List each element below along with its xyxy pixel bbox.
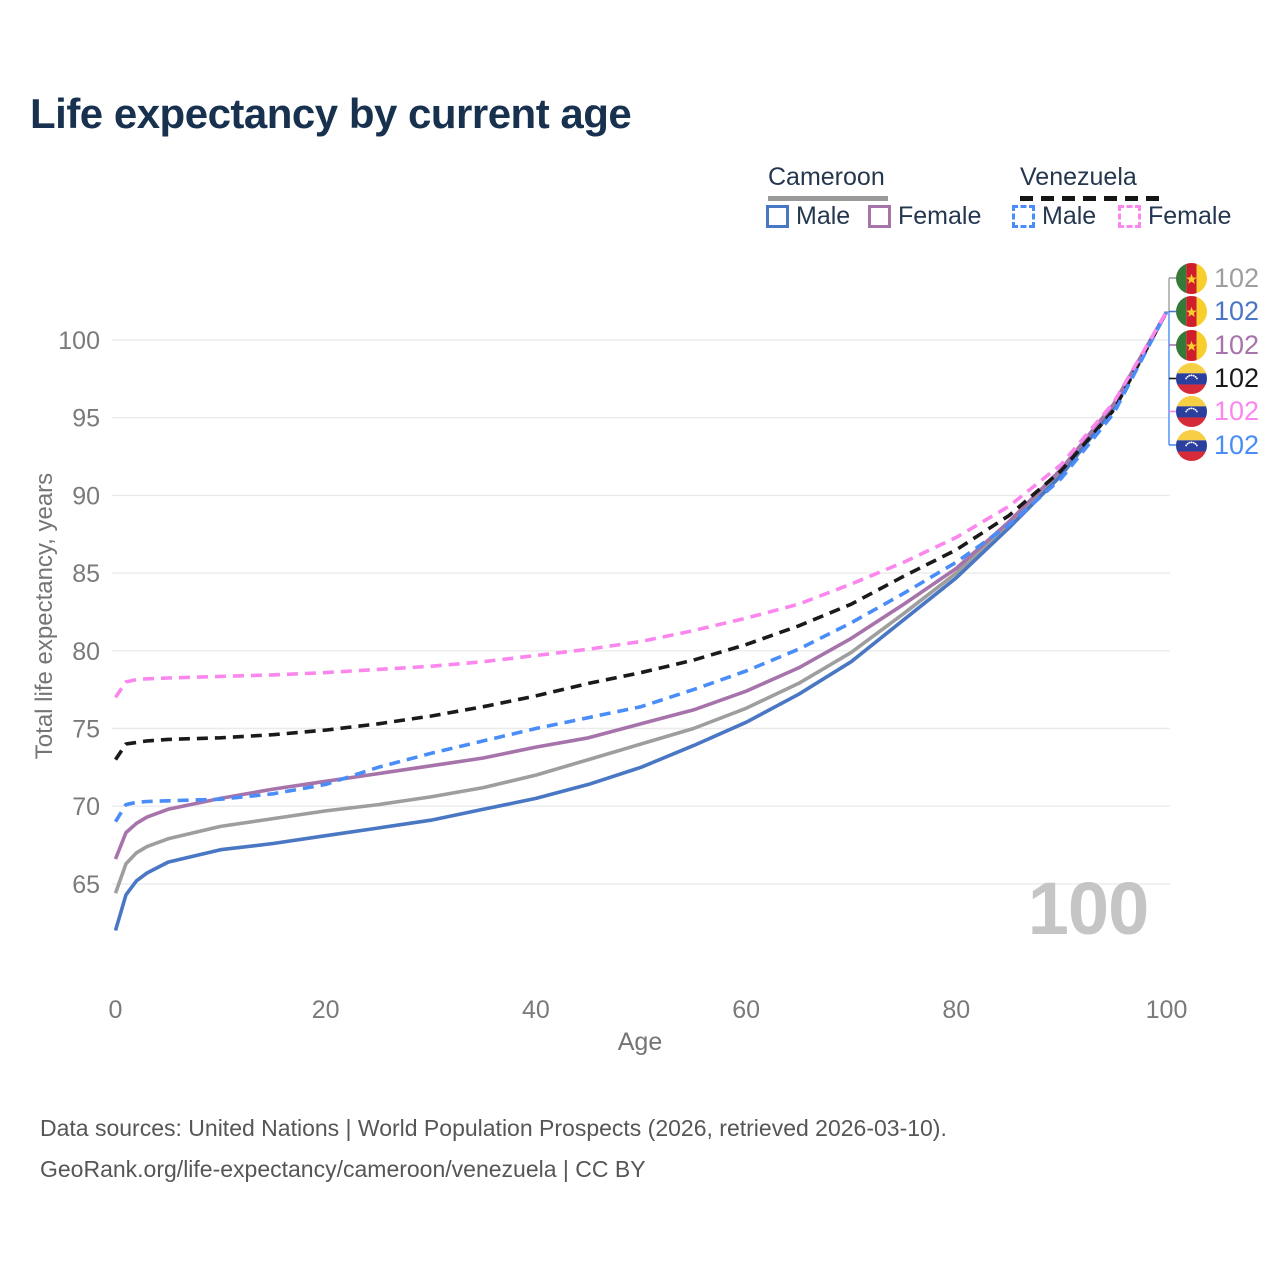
- venezuela-flag-icon: [1176, 396, 1207, 427]
- end-label-value: 102: [1214, 329, 1260, 360]
- legend-item-label: Female: [1148, 202, 1232, 230]
- y-tick-70: 70: [72, 793, 100, 821]
- footer-attribution: GeoRank.org/life-expectancy/cameroon/ven…: [40, 1156, 646, 1182]
- page-title: Life expectancy by current age: [30, 90, 632, 137]
- cameroon-flag-icon: [1176, 329, 1207, 361]
- legend-item-cameroon-female[interactable]: Female: [868, 202, 981, 231]
- footer-datasource: Data sources: United Nations | World Pop…: [40, 1115, 947, 1141]
- series-line-venezuela-male[interactable]: [113, 311, 1169, 823]
- end-label-venezuela-male[interactable]: 102: [1176, 429, 1259, 461]
- end-label-cameroon-female[interactable]: 102: [1176, 329, 1259, 361]
- venezuela-flag-icon: [1176, 429, 1207, 461]
- legend-group-venezuela: Venezuela: [1020, 163, 1137, 191]
- venezuela-female-swatch-icon: [1118, 205, 1141, 228]
- x-tick-40: 40: [522, 996, 550, 1024]
- legend-group-cameroon: Cameroon: [768, 163, 885, 191]
- series-line-cameroon-both[interactable]: [113, 311, 1169, 894]
- end-label-cameroon-both[interactable]: 102: [1176, 262, 1259, 294]
- x-tick-0: 0: [109, 996, 123, 1024]
- y-tick-65: 65: [72, 871, 100, 899]
- y-tick-75: 75: [72, 716, 100, 744]
- series-line-venezuela-both[interactable]: [114, 311, 1169, 761]
- end-label-value: 102: [1214, 262, 1260, 293]
- y-tick-90: 90: [72, 482, 100, 510]
- venezuela-male-swatch-icon: [1012, 205, 1035, 228]
- end-label-venezuela-both[interactable]: 102: [1176, 363, 1259, 395]
- venezuela-line-sample: [1020, 196, 1160, 201]
- legend-item-label: Male: [1042, 202, 1097, 230]
- end-label-cameroon-male[interactable]: 102: [1176, 296, 1259, 328]
- footer: Data sources: United Nations | World Pop…: [40, 1108, 947, 1190]
- cameroon-female-swatch-icon: [868, 205, 891, 228]
- end-label-value: 102: [1214, 429, 1260, 460]
- legend-item-venezuela-male[interactable]: Male: [1012, 202, 1096, 231]
- x-tick-60: 60: [732, 996, 760, 1024]
- cameroon-flag-icon: [1176, 262, 1207, 294]
- y-tick-85: 85: [72, 560, 100, 588]
- end-label-venezuela-female[interactable]: 102: [1176, 396, 1259, 428]
- legend-item-cameroon-male[interactable]: Male: [766, 202, 850, 231]
- y-tick-95: 95: [72, 405, 100, 433]
- x-tick-100: 100: [1146, 996, 1188, 1024]
- end-label-value: 102: [1214, 296, 1260, 326]
- series-line-cameroon-female[interactable]: [113, 311, 1169, 860]
- x-axis-title: Age: [617, 1028, 663, 1056]
- x-tick-80: 80: [942, 996, 970, 1024]
- cameroon-flag-icon: [1176, 296, 1207, 327]
- end-label-value: 102: [1214, 396, 1260, 426]
- legend-item-label: Female: [898, 202, 982, 230]
- legend-item-label: Male: [796, 202, 851, 230]
- hover-age-watermark: 100: [1027, 867, 1149, 950]
- x-tick-20: 20: [312, 996, 340, 1024]
- legend-item-venezuela-female[interactable]: Female: [1118, 202, 1231, 231]
- cameroon-male-swatch-icon: [766, 205, 789, 228]
- series-line-venezuela-female[interactable]: [114, 311, 1169, 699]
- y-tick-100: 100: [58, 327, 100, 355]
- cameroon-line-sample: [768, 196, 888, 201]
- venezuela-flag-icon: [1176, 363, 1207, 394]
- end-label-value: 102: [1214, 363, 1260, 393]
- series-line-cameroon-male[interactable]: [113, 311, 1169, 932]
- y-tick-80: 80: [72, 638, 100, 666]
